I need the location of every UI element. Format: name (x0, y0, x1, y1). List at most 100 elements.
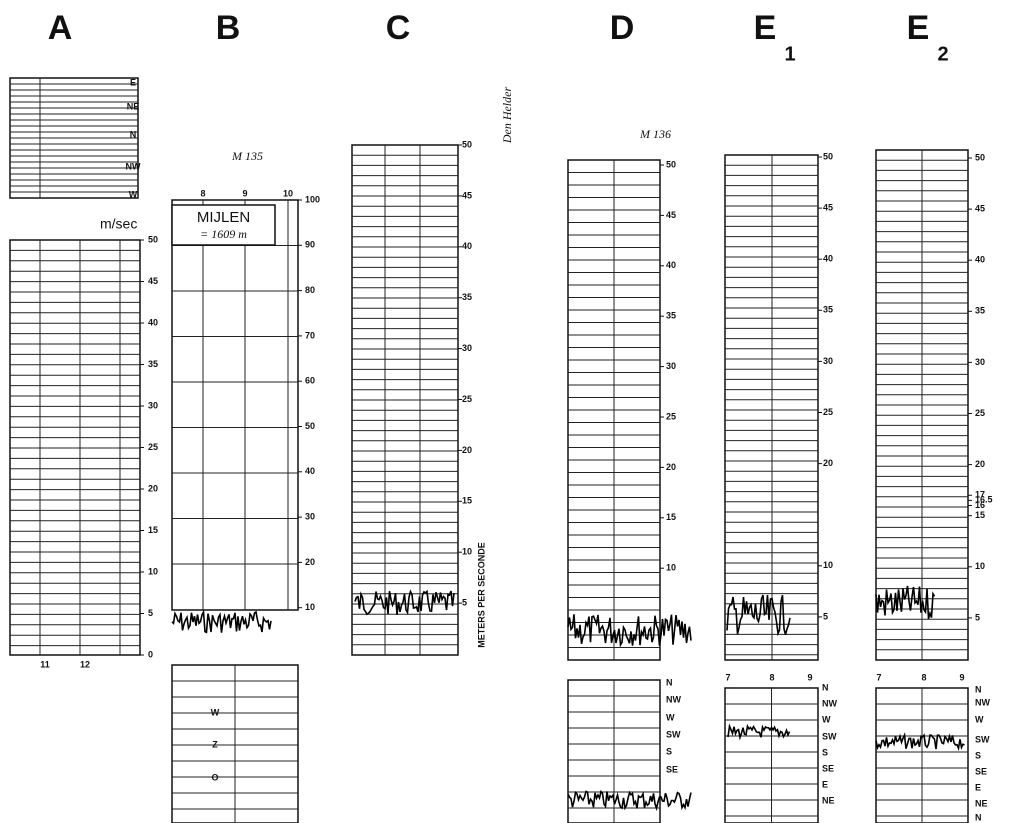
stamp-subtitle: = 1609 m (200, 227, 247, 241)
panel-subscript: 1 (784, 43, 795, 65)
scale-label: 45 (975, 203, 985, 213)
direction-label: N (666, 677, 673, 687)
scale-label: 20 (305, 557, 315, 567)
wind-trace (876, 735, 965, 749)
scale-label: 20 (823, 458, 833, 468)
direction-label: NW (666, 694, 681, 704)
scale-label: 30 (975, 357, 985, 367)
scale-label: 15 (462, 496, 472, 506)
panel-label: C (386, 9, 411, 47)
scale-label: 50 (462, 139, 472, 149)
direction-label: W (975, 714, 984, 724)
scale-label: 50 (148, 234, 158, 244)
scale-label: 35 (666, 311, 676, 321)
direction-label: E (130, 77, 136, 87)
scale-label: 15 (148, 525, 158, 535)
scale-label: 45 (666, 210, 676, 220)
scale-label: 30 (823, 356, 833, 366)
scale-label: 30 (462, 343, 472, 353)
direction-label: NE (975, 798, 988, 808)
scale-label: 10 (823, 560, 833, 570)
time-label: 9 (807, 672, 812, 682)
direction-label: O (211, 772, 218, 782)
wind-trace (568, 614, 691, 645)
scale-label: 20 (148, 483, 158, 493)
direction-label: NE (822, 795, 835, 805)
time-label: 7 (876, 672, 881, 682)
scale-label: 100 (305, 194, 320, 204)
time-label: 11 (40, 659, 50, 669)
direction-label: W (129, 189, 138, 199)
unit-label: m/sec (100, 216, 137, 232)
scale-label: 50 (305, 421, 315, 431)
scale-label: 5 (148, 608, 153, 618)
scale-label: 40 (148, 317, 158, 327)
direction-label: SW (822, 731, 837, 741)
scale-label: 40 (666, 260, 676, 270)
scale-label: 30 (666, 361, 676, 371)
scale-label: 50 (666, 159, 676, 169)
direction-label: N (130, 129, 137, 139)
panel-label: B (216, 9, 241, 47)
scale-label: 16 (975, 500, 985, 510)
panel-label: E (754, 9, 777, 47)
direction-label: NW (975, 697, 990, 707)
scale-label: 35 (148, 359, 158, 369)
direction-label: SE (975, 766, 987, 776)
scale-label: 90 (305, 240, 315, 250)
direction-label: N (822, 682, 829, 692)
scale-label: 40 (975, 255, 985, 265)
scale-label: 15 (975, 510, 985, 520)
scale-label: 45 (148, 276, 158, 286)
direction-label: NE (127, 101, 140, 111)
scale-label: 5 (823, 611, 828, 621)
scale-label: 40 (305, 466, 315, 476)
direction-label: E (822, 779, 828, 789)
chart-figure: A50454035302520151050ENENNWW1112m/secB10… (0, 0, 1016, 823)
wind-trace (355, 591, 454, 615)
scale-label: 40 (823, 254, 833, 264)
direction-label: NW (126, 161, 141, 171)
time-label: 7 (725, 672, 730, 682)
scale-label: 50 (823, 151, 833, 161)
direction-label: Z (212, 739, 218, 749)
scale-label: 25 (148, 442, 158, 452)
scale-label: 25 (975, 408, 985, 418)
direction-label: N (975, 684, 982, 694)
scale-label: 10 (305, 602, 315, 612)
direction-label: SE (822, 763, 834, 773)
handwritten-note: M 135 (231, 149, 263, 163)
scale-label: 40 (462, 241, 472, 251)
panel-label: D (610, 9, 635, 47)
direction-label: S (975, 750, 981, 760)
scale-label: 25 (462, 394, 472, 404)
time-label: 12 (80, 659, 90, 669)
time-label: 9 (959, 672, 964, 682)
direction-label: W (666, 712, 675, 722)
panel-subscript: 2 (937, 43, 948, 65)
scale-label: 10 (666, 563, 676, 573)
scale-label: 50 (975, 152, 985, 162)
wind-trace (727, 595, 790, 635)
handwritten-note: Den Helder (500, 87, 514, 145)
scale-label: 20 (462, 445, 472, 455)
time-label: 8 (921, 672, 926, 682)
scale-label: 45 (462, 190, 472, 200)
scale-label: 30 (305, 511, 315, 521)
direction-label: N (975, 812, 982, 822)
wind-trace (172, 612, 271, 633)
scale-label: 5 (462, 597, 467, 607)
scale-label: 10 (148, 566, 158, 576)
scale-label: 35 (462, 292, 472, 302)
time-label: 8 (769, 672, 774, 682)
handwritten-note: M 136 (639, 127, 671, 141)
scale-label: 10 (975, 561, 985, 571)
scale-label: 80 (305, 285, 315, 295)
scale-label: 15 (666, 512, 676, 522)
scale-label: 25 (823, 407, 833, 417)
direction-label: S (666, 746, 672, 756)
scale-label: 10 (462, 547, 472, 557)
time-label: 9 (242, 188, 247, 198)
stamp-title: MIJLEN (197, 209, 250, 226)
direction-label: W (211, 707, 220, 717)
